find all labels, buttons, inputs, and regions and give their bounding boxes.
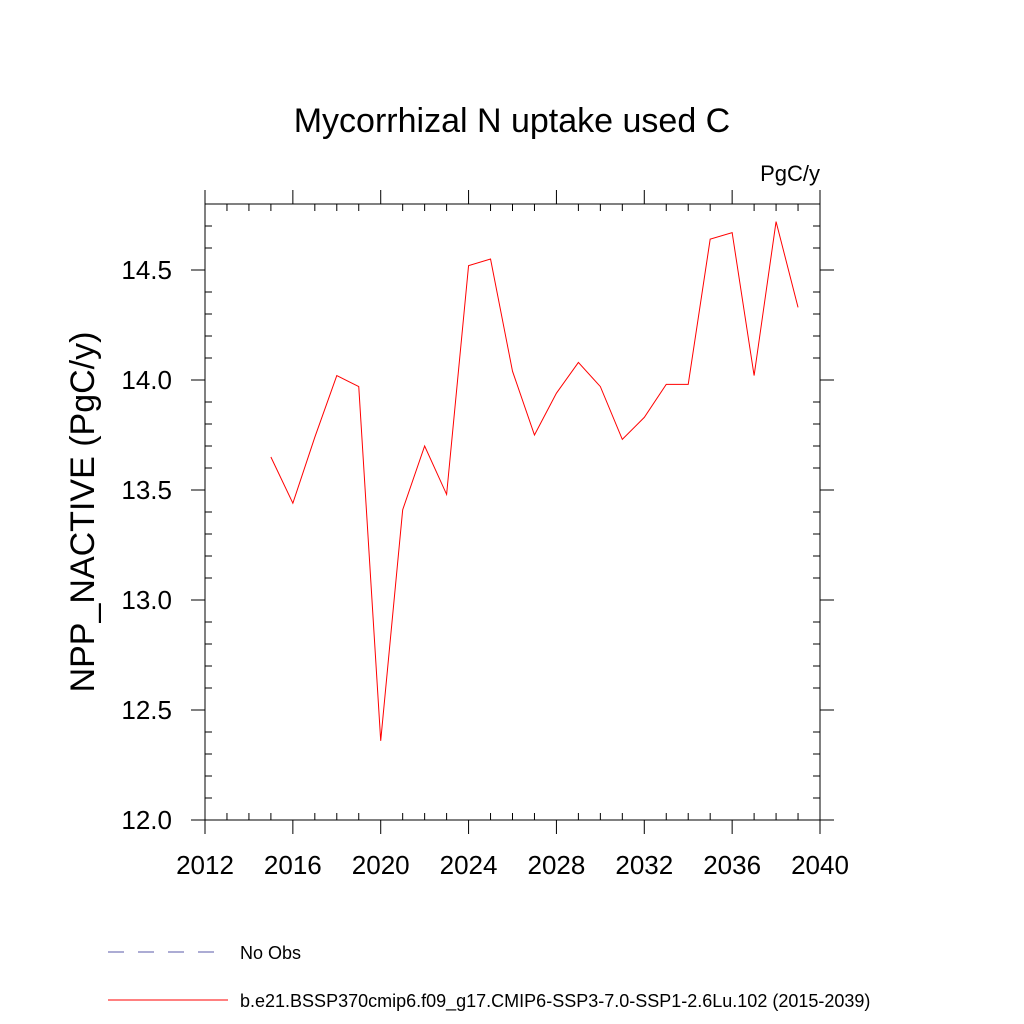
y-tick-label: 12.0 [121, 805, 172, 835]
x-tick-label: 2028 [528, 850, 586, 880]
data-point [709, 238, 712, 241]
x-tick-label: 2020 [352, 850, 410, 880]
data-point [621, 438, 624, 441]
x-tick-label: 2024 [440, 850, 498, 880]
series-line-0 [270, 221, 799, 741]
data-point [511, 370, 514, 373]
y-tick-label: 13.0 [121, 585, 172, 615]
data-point [313, 436, 316, 439]
data-point [379, 739, 382, 742]
x-tick-label: 2036 [703, 850, 761, 880]
data-point [467, 264, 470, 267]
data-point [797, 306, 800, 309]
data-point [577, 361, 580, 364]
data-point [489, 258, 492, 261]
y-tick-label: 14.0 [121, 365, 172, 395]
x-tick-label: 2040 [791, 850, 849, 880]
y-tick-label: 12.5 [121, 695, 172, 725]
data-point [533, 434, 536, 437]
y-tick-label: 13.5 [121, 475, 172, 505]
data-point [643, 416, 646, 419]
chart-title: Mycorrhizal N uptake used C [294, 102, 731, 140]
units-label: PgC/y [760, 161, 820, 186]
legend-label-0: No Obs [240, 943, 301, 963]
data-point [555, 392, 558, 395]
plot-area [204, 203, 821, 821]
axis-ticks: 2012 2016 2020 2024 2028 2032 2036 2040 12.0 12.5… [121, 190, 849, 880]
data-point [687, 383, 690, 386]
data-point [401, 508, 404, 511]
data-point [269, 456, 272, 459]
x-tick-label: 2016 [264, 850, 322, 880]
data-point [423, 445, 426, 448]
data-point [445, 493, 448, 496]
legend: No Obs b.e21.BSSP370cmip6.f09_g17.CMIP6-S… [108, 943, 870, 1012]
data-point [357, 385, 360, 388]
data-point [335, 374, 338, 377]
x-tick-label: 2012 [176, 850, 234, 880]
data-point [731, 231, 734, 234]
data-point [599, 385, 602, 388]
y-axis-label: NPP_NACTIVE (PgC/y) [64, 332, 102, 693]
y-tick-label: 14.5 [121, 255, 172, 285]
legend-label-1: b.e21.BSSP370cmip6.f09_g17.CMIP6-SSP3-7.… [240, 991, 870, 1012]
plot-frame [204, 203, 821, 821]
data-point [291, 502, 294, 505]
data-point [775, 220, 778, 223]
x-tick-label: 2032 [615, 850, 673, 880]
data-point [753, 374, 756, 377]
data-point [665, 383, 668, 386]
